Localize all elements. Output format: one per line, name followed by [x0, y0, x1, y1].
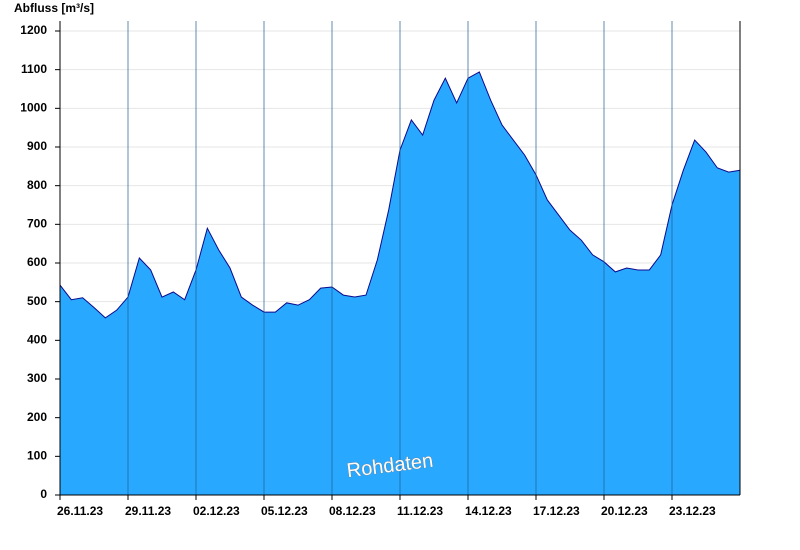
y-tick-label: 1100 — [21, 62, 47, 76]
x-tick-label: 17.12.23 — [533, 504, 580, 518]
x-tick-label: 29.11.23 — [125, 504, 171, 518]
y-tick-label: 0 — [40, 487, 47, 501]
x-tick-label: 11.12.23 — [397, 504, 443, 518]
y-tick-label: 800 — [27, 178, 47, 192]
x-tick-label: 14.12.23 — [465, 504, 512, 518]
y-tick-label: 100 — [27, 449, 47, 463]
x-tick-label: 23.12.23 — [669, 504, 716, 518]
y-axis-label: Abfluss [m³/s] — [14, 1, 94, 15]
x-tick-label: 20.12.23 — [601, 504, 648, 518]
y-tick-label: 1200 — [20, 23, 47, 37]
y-tick-label: 500 — [27, 294, 47, 308]
x-tick-label: 05.12.23 — [261, 504, 308, 518]
x-tick-label: 02.12.23 — [193, 504, 240, 518]
y-tick-label: 600 — [27, 255, 47, 269]
y-tick-label: 1000 — [20, 101, 47, 115]
y-tick-label: 200 — [27, 410, 47, 424]
x-tick-label: 26.11.23 — [57, 504, 103, 518]
y-tick-label: 300 — [27, 371, 47, 385]
y-tick-label: 900 — [27, 139, 47, 153]
y-tick-label: 700 — [27, 217, 47, 231]
x-tick-label: 08.12.23 — [329, 504, 376, 518]
y-tick-label: 400 — [27, 333, 47, 347]
